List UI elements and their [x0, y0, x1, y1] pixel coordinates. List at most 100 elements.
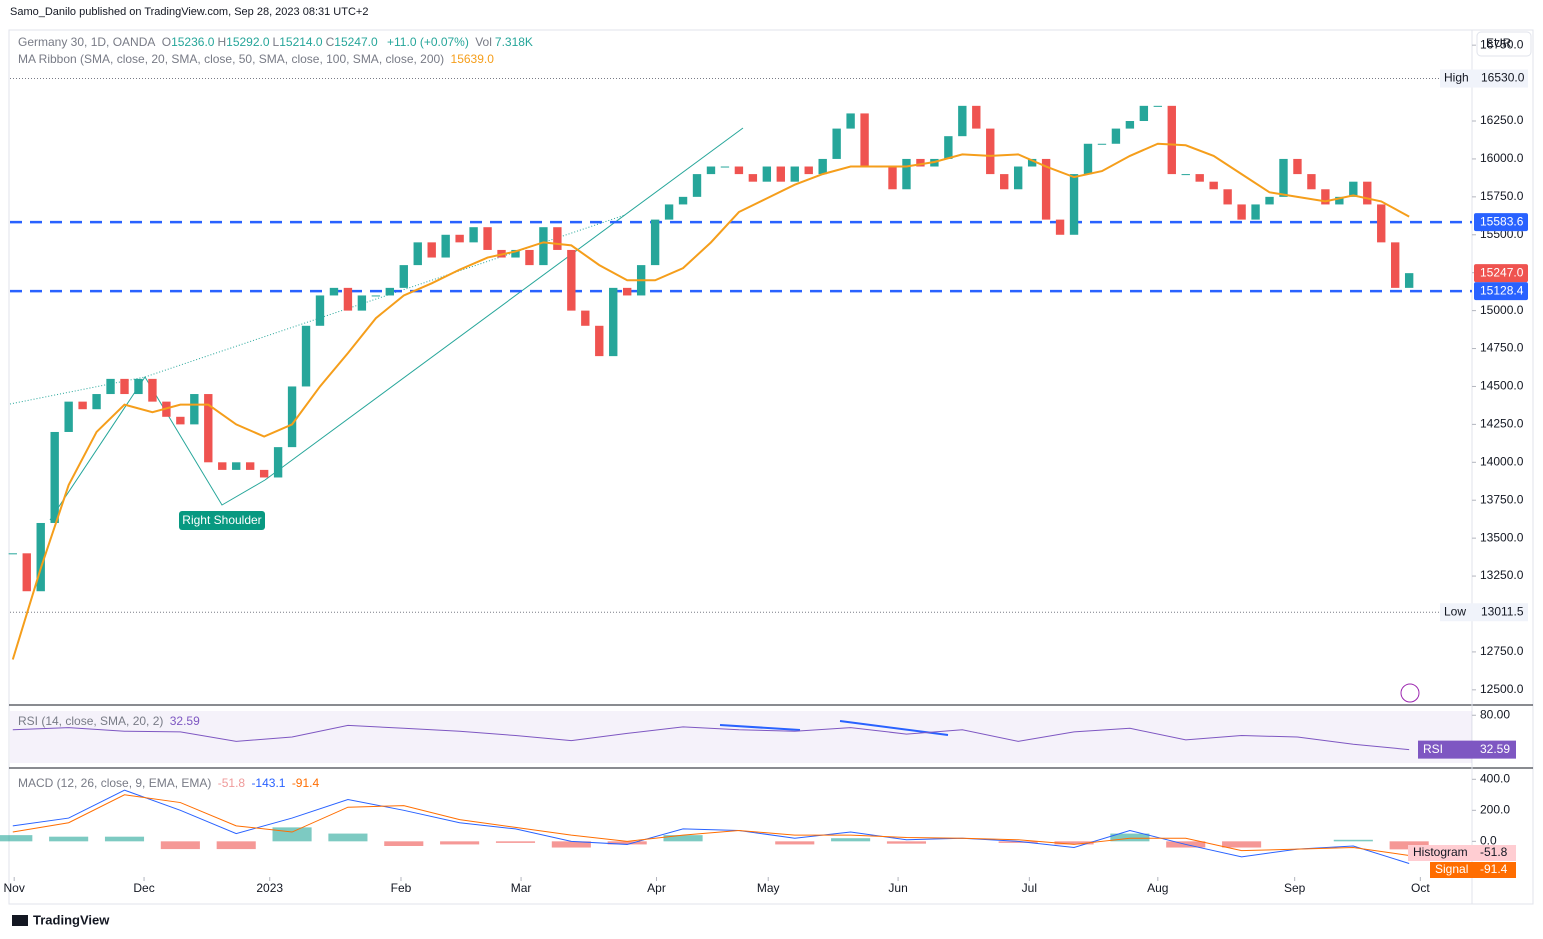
candle [455, 234, 464, 243]
high-name: High [1444, 71, 1469, 85]
signal-box [1430, 862, 1516, 878]
ohlc-value: 15247.0 [334, 35, 378, 49]
level-box [1440, 603, 1528, 622]
candle [860, 113, 869, 167]
x-tick-label: Dec [133, 881, 154, 895]
candle [218, 462, 227, 470]
x-tick-label: Oct [1411, 881, 1430, 895]
ohlc: O15236.0 H15292.0 L15214.0 C15247.0 [162, 35, 381, 49]
candle [1377, 204, 1386, 243]
rsi-tick-label: 80.00 [1480, 707, 1510, 721]
candle [469, 227, 478, 243]
hist-box [1408, 845, 1516, 861]
candle [204, 394, 213, 463]
candle [92, 394, 101, 410]
ohlc-value: 15236.0 [171, 35, 215, 49]
y-tick-label: 13500.0 [1480, 530, 1524, 544]
candle [1181, 174, 1190, 176]
x-tick-label: Feb [391, 881, 412, 895]
histogram-bar [104, 836, 145, 842]
candle [357, 295, 367, 311]
candle [1335, 196, 1344, 205]
x-tick-label: Mar [511, 881, 532, 895]
ohlc-label: O [161, 35, 172, 49]
histogram-bar [328, 833, 368, 842]
candle [36, 522, 45, 592]
x-tick-label: Jun [888, 881, 907, 895]
candle [511, 249, 520, 258]
y-tick-label: 14500.0 [1480, 379, 1524, 393]
histogram-bar [998, 841, 1038, 843]
candle [1041, 158, 1051, 220]
hist-last: -51.8 [1480, 845, 1508, 859]
candle [1111, 128, 1121, 144]
symbol: Germany 30, 1D, OANDA [18, 35, 156, 49]
candle [106, 378, 115, 395]
y-tick-label: 12500.0 [1480, 682, 1524, 696]
candle [958, 105, 967, 137]
histogram-bar [551, 841, 591, 848]
candle [232, 462, 241, 470]
candle [148, 378, 157, 402]
candle [1251, 204, 1260, 220]
macd-tick-label: 400.0 [1480, 771, 1510, 785]
histogram-bar [272, 827, 312, 842]
high-label: 16530.0 [1481, 71, 1525, 85]
macd-name: MACD (12, 26, close, 9, EMA, EMA) [18, 776, 212, 790]
candle [343, 287, 353, 311]
candle [483, 227, 492, 250]
rsi-short: RSI [1423, 742, 1443, 756]
histogram-bar [775, 841, 815, 845]
candle [176, 416, 185, 425]
macd-line [12, 789, 1410, 865]
candle [1125, 121, 1135, 129]
candle [1069, 174, 1079, 235]
candle [315, 295, 325, 326]
candle [287, 386, 297, 448]
candle [1055, 219, 1065, 235]
candle [776, 166, 785, 182]
candle [385, 287, 395, 296]
x-tick-label: Sep [1284, 881, 1306, 895]
candle [1223, 189, 1232, 205]
histogram-bar [886, 841, 927, 844]
hist-name: Histogram [1413, 845, 1468, 859]
candle [8, 553, 17, 555]
y-tick-label: 14750.0 [1480, 341, 1524, 355]
candle [846, 113, 855, 129]
candle [1293, 158, 1302, 175]
histogram-bar [831, 838, 871, 842]
candle [1279, 158, 1288, 197]
candle [818, 158, 827, 175]
candle [245, 462, 255, 470]
macd-tick-label: 0.0 [1480, 834, 1497, 848]
candle [525, 249, 534, 266]
low-label: 13011.5 [1481, 604, 1524, 618]
brand: TradingView [33, 912, 110, 927]
candle [301, 325, 311, 387]
ma-name: MA Ribbon (SMA, close, 20, SMA, close, 5… [18, 52, 445, 66]
candle [706, 166, 716, 175]
candle [609, 287, 618, 357]
signal-value: -91.4 [291, 776, 320, 790]
alert-icon[interactable] [1400, 683, 1420, 703]
candle [1349, 181, 1358, 197]
level-box [1440, 69, 1528, 88]
rsi-name: RSI (14, close, SMA, 20, 2) [18, 714, 164, 728]
annotation: Right Shoulder [182, 513, 261, 527]
candle [944, 136, 953, 159]
candle [134, 378, 143, 395]
ma-value: 15639.0 [450, 52, 494, 66]
signal-name: Signal [1435, 862, 1468, 876]
candle [986, 128, 995, 175]
candle [259, 469, 269, 478]
change: +11.0 (+0.07%) [387, 35, 469, 49]
currency-button[interactable] [1476, 31, 1532, 57]
level-label: 15583.6 [1480, 214, 1524, 228]
candle [902, 158, 911, 190]
candle [888, 166, 897, 190]
candle [50, 431, 59, 523]
histogram-bar [216, 841, 256, 850]
candle [399, 265, 408, 288]
